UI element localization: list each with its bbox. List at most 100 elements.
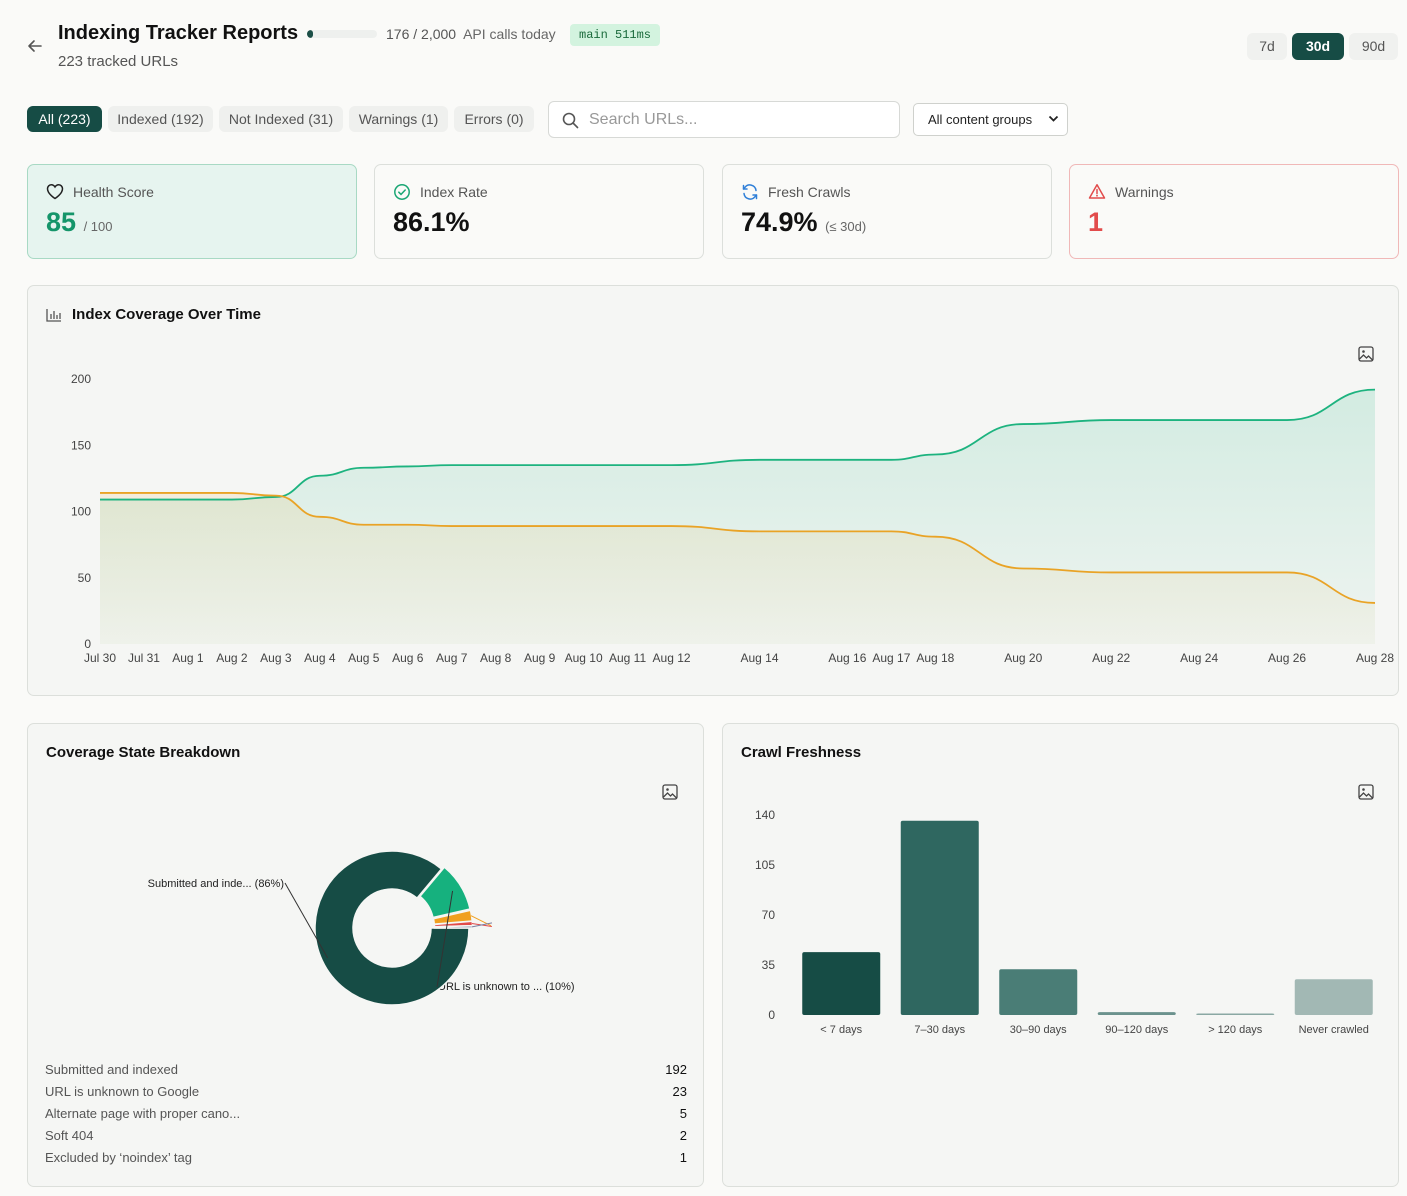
- y-tick-label: 0: [768, 1008, 775, 1022]
- freshness-bar: [1097, 1012, 1176, 1015]
- donut-slice: [314, 850, 470, 1006]
- y-tick-label: 140: [755, 808, 775, 822]
- not-indexed-area: [100, 492, 1375, 644]
- x-tick-label: Aug 18: [916, 651, 954, 665]
- warnings-value: 1: [1088, 207, 1104, 237]
- donut-label-indexed: Submitted and inde... (86%): [148, 878, 284, 890]
- freshness-panel: Crawl Freshness: [722, 723, 1399, 1187]
- api-quota-value: 176 / 2,000: [386, 26, 457, 42]
- fresh-crawls-value: 74.9% (≤ 30d): [741, 207, 866, 238]
- y-tick-label: 150: [71, 438, 91, 452]
- y-tick-label: 105: [755, 858, 775, 872]
- y-tick-label: 70: [762, 908, 776, 922]
- filter-not-indexed[interactable]: Not Indexed (31): [219, 106, 343, 132]
- refresh-icon: [742, 184, 758, 200]
- x-tick-label: Jul 31: [128, 651, 160, 665]
- x-tick-label: Aug 9: [524, 651, 556, 665]
- breakdown-row-label: Alternate page with proper cano...: [45, 1106, 241, 1121]
- export-image-icon[interactable]: [662, 784, 678, 800]
- health-score-value: 85 / 100: [46, 207, 112, 238]
- api-quota-suffix: API calls today: [463, 26, 556, 42]
- freshness-title: Crawl Freshness: [741, 744, 862, 761]
- tracked-count: 223 tracked URLs: [58, 53, 179, 70]
- x-tick-label: Aug 7: [436, 651, 468, 665]
- breakdown-row: URL is unknown to Google 23: [45, 1084, 687, 1102]
- donut-label-unknown: URL is unknown to ... (10%): [438, 981, 575, 993]
- x-tick-label: 7–30 days: [914, 1024, 965, 1036]
- breakdown-row-label: URL is unknown to Google: [45, 1084, 200, 1099]
- back-arrow-icon[interactable]: [26, 37, 44, 55]
- freshness-bar: [999, 969, 1078, 1015]
- donut-leader-line: [471, 922, 493, 928]
- range-90d[interactable]: 90d: [1349, 33, 1398, 60]
- breakdown-row: Excluded by ‘noindex’ tag 1: [45, 1150, 687, 1168]
- x-tick-label: Aug 14: [740, 651, 778, 665]
- range-7d[interactable]: 7d: [1247, 33, 1287, 60]
- index-rate-card: Index Rate 86.1%: [374, 164, 704, 259]
- breakdown-row-label: Submitted and indexed: [45, 1062, 178, 1077]
- x-tick-label: Aug 16: [828, 651, 866, 665]
- x-tick-label: 90–120 days: [1105, 1024, 1168, 1036]
- breakdown-panel: Coverage State Breakdown: [27, 723, 704, 1187]
- x-tick-label: Aug 6: [392, 651, 424, 665]
- breakdown-row-count: 2: [679, 1128, 687, 1143]
- page-title: Indexing Tracker Reports: [58, 22, 299, 44]
- y-tick-label: 50: [78, 571, 92, 585]
- breakdown-row-label: Soft 404: [45, 1128, 94, 1143]
- api-quota-bar: [307, 30, 377, 38]
- x-tick-label: 30–90 days: [1010, 1024, 1067, 1036]
- branch-badge: main 511ms: [570, 24, 661, 46]
- breakdown-row-label: Excluded by ‘noindex’ tag: [45, 1150, 192, 1165]
- x-tick-label: Aug 4: [304, 651, 336, 665]
- x-tick-label: Aug 12: [653, 651, 691, 665]
- warning-triangle-icon: [1088, 184, 1106, 199]
- x-tick-label: Aug 20: [1004, 651, 1042, 665]
- page-header: Indexing Tracker Reports 223 tracked URL…: [0, 0, 1407, 90]
- breakdown-row: Alternate page with proper cano... 5: [45, 1106, 687, 1124]
- bar-chart-icon: [46, 309, 61, 322]
- x-tick-label: Aug 2: [216, 651, 248, 665]
- filter-warnings[interactable]: Warnings (1): [349, 106, 448, 132]
- breakdown-row: Soft 404 2: [45, 1128, 687, 1146]
- x-tick-label: Jul 30: [84, 651, 116, 665]
- freshness-bar-chart: 0 35 70 105 140 < 7 days 7–30 days 30–90 days 90…: [755, 808, 1373, 1036]
- y-tick-label: 100: [71, 505, 91, 519]
- coverage-title: Index Coverage Over Time: [72, 306, 261, 323]
- fresh-crawls-unit: (≤ 30d): [825, 219, 867, 234]
- breakdown-title: Coverage State Breakdown: [46, 744, 241, 761]
- donut-leader-line: [284, 882, 329, 959]
- index-rate-value: 86.1%: [393, 207, 470, 237]
- filter-all[interactable]: All (223): [27, 106, 102, 132]
- breakdown-row-count: 1: [679, 1150, 687, 1165]
- breakdown-row-count: 192: [665, 1062, 687, 1077]
- chevron-down-icon: [1048, 115, 1059, 122]
- x-tick-label: > 120 days: [1208, 1024, 1263, 1036]
- index-rate-label: Index Rate: [420, 184, 488, 200]
- export-image-icon[interactable]: [1358, 784, 1374, 800]
- content-group-select[interactable]: All content groups: [913, 103, 1068, 136]
- breakdown-row-count: 23: [672, 1084, 687, 1099]
- health-score-card: Health Score 85 / 100: [27, 164, 357, 259]
- fresh-crawls-card: Fresh Crawls 74.9% (≤ 30d): [722, 164, 1052, 259]
- export-image-icon[interactable]: [1358, 346, 1374, 362]
- x-tick-label: Aug 11: [609, 651, 646, 665]
- y-tick-label: 0: [84, 637, 91, 651]
- health-score-number: 85: [46, 207, 77, 237]
- x-tick-label: Aug 5: [348, 651, 380, 665]
- x-tick-label: Aug 17: [872, 651, 910, 665]
- freshness-bar: [1196, 1013, 1275, 1015]
- coverage-donut-chart: Submitted and inde... (86%) URL is unkno…: [148, 850, 575, 1006]
- filter-errors[interactable]: Errors (0): [454, 106, 534, 132]
- content-group-value: All content groups: [928, 112, 1033, 127]
- x-tick-label: Aug 1: [172, 651, 204, 665]
- x-tick-label: Aug 8: [480, 651, 512, 665]
- search-icon: [562, 112, 579, 129]
- range-30d[interactable]: 30d: [1292, 33, 1344, 60]
- search-box[interactable]: [548, 101, 900, 138]
- x-tick-label: Never crawled: [1299, 1024, 1369, 1036]
- check-circle-icon: [394, 184, 410, 200]
- search-input[interactable]: [589, 110, 889, 130]
- donut-slice: [418, 866, 471, 919]
- freshness-bar: [802, 952, 881, 1015]
- filter-indexed[interactable]: Indexed (192): [108, 106, 213, 132]
